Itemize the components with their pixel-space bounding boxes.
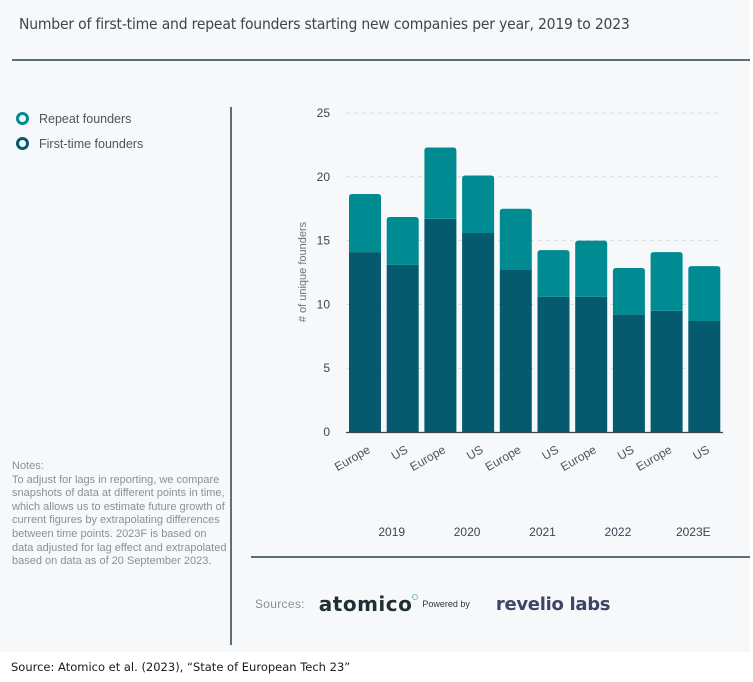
legend-item-first-time[interactable]: First-time founders [16,131,143,156]
y-tick-label: 15 [317,234,331,248]
bar-segment-repeat-founders [462,175,495,233]
bar-segment-repeat-founders [537,250,570,297]
notes-heading: Notes: [12,460,44,472]
bar-segment-repeat-founders [499,208,532,270]
legend: Repeat founders First-time founders [16,106,143,156]
x-category-label: US [464,442,485,462]
sources-divider [251,556,750,558]
x-category-label: Europe [407,442,448,474]
sources-label: Sources: [255,597,305,611]
bar-segment-first-time-founders [462,232,495,432]
bar-segment-repeat-founders [349,194,381,253]
source-caption: Source: Atomico et al. (2023), “State of… [11,660,351,674]
legend-marker-icon [16,112,29,125]
atomico-logo-text: atomico [318,592,413,616]
bar-segment-repeat-founders [612,268,645,315]
legend-item-repeat[interactable]: Repeat founders [16,106,143,131]
y-tick-label: 10 [317,297,331,311]
bar-segment-repeat-founders [575,240,608,297]
atomico-logo: atomico [318,592,419,616]
bar-segment-first-time-founders [499,269,532,432]
y-tick-label: 25 [317,106,331,120]
legend-label: First-time founders [39,136,144,151]
y-tick-label: 20 [317,170,331,184]
x-group-label: 2022 [605,525,632,539]
title-divider [12,59,750,61]
y-axis-title: # of unique founders [297,221,309,322]
powered-by-label: Powered by [422,599,470,609]
bar-segment-first-time-founders [537,296,570,432]
sources: Sources: atomico Powered by revelio labs [255,592,611,616]
x-category-label: Europe [332,442,373,474]
bar-segment-repeat-founders [424,147,457,219]
bar-segment-first-time-founders [386,264,419,432]
x-category-label: US [540,442,561,462]
legend-label: Repeat founders [39,111,132,126]
chart-title: Number of first-time and repeat founders… [19,15,630,33]
bar-segment-first-time-founders [650,310,683,432]
bar-segment-first-time-founders [575,296,608,432]
x-group-label: 2020 [454,525,481,539]
x-category-label: US [690,442,711,462]
x-group-label: 2019 [378,525,405,539]
bar-segment-first-time-founders [424,218,457,432]
y-tick-label: 0 [323,425,330,439]
x-group-label: 2021 [529,525,556,539]
bar-segment-repeat-founders [688,266,721,321]
x-category-label: US [615,442,636,462]
bar-segment-first-time-founders [349,252,381,432]
notes: Notes: To adjust for lags in reporting, … [12,460,227,569]
revelio-labs-logo: revelio labs [495,593,611,615]
atomico-dot-icon [412,594,419,600]
x-category-label: US [389,442,410,462]
x-category-label: Europe [483,442,524,474]
notes-body: To adjust for lags in reporting, we comp… [12,473,227,568]
y-tick-label: 5 [323,361,330,375]
bar-segment-first-time-founders [612,314,645,432]
x-group-label: 2023E [676,525,711,539]
bar-segment-first-time-founders [688,320,721,432]
bar-segment-repeat-founders [650,252,683,311]
x-category-label: Europe [634,442,675,474]
legend-marker-icon [16,137,29,150]
bar-segment-repeat-founders [386,216,419,265]
vertical-divider [230,107,232,645]
x-category-label: Europe [558,442,599,474]
